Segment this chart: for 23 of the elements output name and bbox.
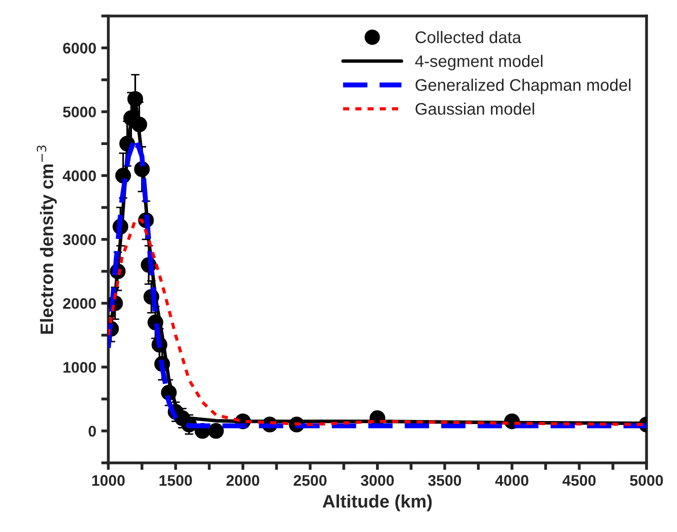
x-tick-label: 4500 bbox=[562, 475, 596, 486]
legend-label: Generalized Chapman model bbox=[416, 78, 630, 94]
y-axis-title: Electron density cm$^{−3}$ bbox=[36, 146, 57, 334]
y-tick-label: 6000 bbox=[63, 42, 96, 54]
x-tick-label: 5000 bbox=[630, 475, 663, 486]
x-tick-label: 4000 bbox=[495, 475, 528, 486]
legend-label: Gaussian model bbox=[416, 102, 534, 115]
y-tick-label: 0 bbox=[88, 426, 96, 437]
y-tick-label: 2000 bbox=[63, 298, 96, 309]
x-tick-label: 1500 bbox=[160, 475, 192, 486]
y-tick-label: 5000 bbox=[63, 106, 96, 118]
legend-label: Collected data bbox=[416, 30, 522, 44]
x-tick-label: 3500 bbox=[428, 475, 462, 486]
x-tick-label: 2500 bbox=[294, 475, 327, 486]
x-tick-label: 1000 bbox=[92, 475, 125, 486]
y-tick-label: 1000 bbox=[63, 362, 96, 373]
y-tick-label: 3000 bbox=[62, 234, 96, 246]
point bbox=[208, 423, 224, 439]
x-axis-title: Altitude (km) bbox=[322, 494, 432, 512]
x-tick-label: 3000 bbox=[360, 475, 394, 486]
y-tick-label: 4000 bbox=[62, 170, 96, 182]
legend-label: 4-segment model bbox=[415, 54, 542, 70]
x-tick-label: 2000 bbox=[226, 475, 260, 486]
